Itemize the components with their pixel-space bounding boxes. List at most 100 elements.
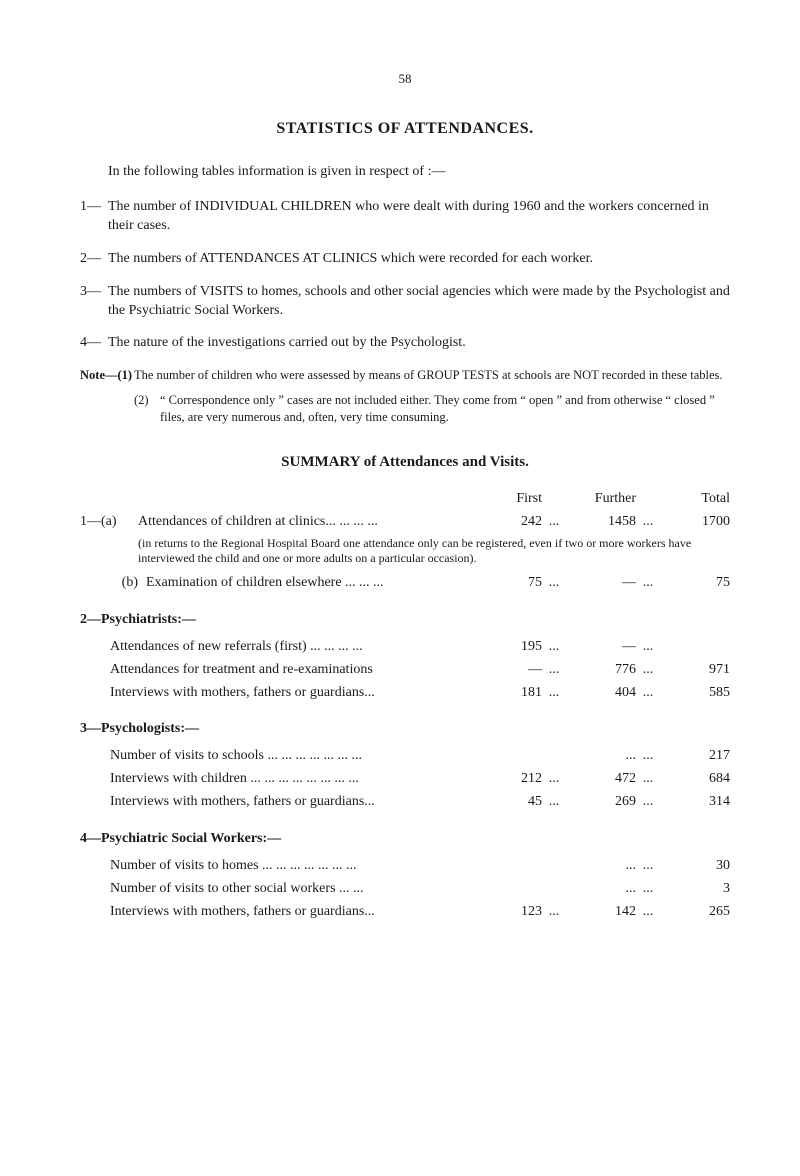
dots: ...: [542, 574, 566, 593]
table-row: Attendances of new referrals (first) ...…: [80, 638, 730, 657]
item-number: 4—: [80, 334, 108, 353]
intro-text: In the following tables information is g…: [108, 163, 730, 182]
item-3: 3— The numbers of VISITS to homes, schoo…: [80, 283, 730, 321]
section-2-heading: 2—Psychiatrists:—: [80, 611, 730, 630]
dots: ...: [542, 903, 566, 922]
col-further: Further: [566, 490, 636, 509]
row-prefix: 1—(a): [80, 513, 138, 532]
val-first: —: [472, 661, 542, 680]
val-further: 142: [566, 903, 636, 922]
section-3-rows: Number of visits to schools ... ... ... …: [80, 747, 730, 812]
table-row: Interviews with mothers, fathers or guar…: [80, 903, 730, 922]
section-2-rows: Attendances of new referrals (first) ...…: [80, 638, 730, 703]
val-first: 75: [472, 574, 542, 593]
val-total: 585: [660, 684, 730, 703]
row-label: Number of visits to homes ... ... ... ..…: [80, 857, 472, 876]
val-further: ...: [566, 880, 636, 899]
item-number: 3—: [80, 283, 108, 321]
note-sub-number: (2): [134, 392, 160, 426]
row-label: (b)Examination of children elsewhere ...…: [80, 574, 472, 593]
val-first: 181: [472, 684, 542, 703]
row-1a: 1—(a)Attendances of children at clinics.…: [80, 513, 730, 532]
row-label: Number of visits to schools ... ... ... …: [80, 747, 472, 766]
val-first: 212: [472, 770, 542, 789]
summary-title: SUMMARY of Attendances and Visits.: [80, 452, 730, 472]
note-1: Note—(1) The number of children who were…: [80, 367, 730, 384]
row-1a-note: (in returns to the Regional Hospital Boa…: [138, 536, 730, 566]
table-row: Interviews with children ... ... ... ...…: [80, 770, 730, 789]
page: 58 STATISTICS OF ATTENDANCES. In the fol…: [0, 0, 800, 966]
dots: ...: [542, 638, 566, 657]
dots: ...: [542, 684, 566, 703]
val-further: 1458: [566, 513, 636, 532]
col-first: First: [472, 490, 542, 509]
val-total: 971: [660, 661, 730, 680]
dots: ...: [636, 793, 660, 812]
table-row: Number of visits to homes ... ... ... ..…: [80, 857, 730, 876]
section-4-rows: Number of visits to homes ... ... ... ..…: [80, 857, 730, 922]
val-further: ...: [566, 747, 636, 766]
item-text: The number of INDIVIDUAL CHILDREN who we…: [108, 198, 730, 236]
val-further: 404: [566, 684, 636, 703]
dots: ...: [542, 793, 566, 812]
dots: ...: [636, 684, 660, 703]
item-number: 1—: [80, 198, 108, 236]
item-text: The nature of the investigations carried…: [108, 334, 730, 353]
dots: ...: [636, 661, 660, 680]
table-row: Attendances for treatment and re-examina…: [80, 661, 730, 680]
val-total: 3: [660, 880, 730, 899]
note-label: Note—(1): [80, 367, 134, 384]
val-first: 45: [472, 793, 542, 812]
dots: ...: [636, 880, 660, 899]
dots: ...: [542, 770, 566, 789]
table-row: Number of visits to schools ... ... ... …: [80, 747, 730, 766]
row-label: Interviews with children ... ... ... ...…: [80, 770, 472, 789]
dots: ...: [636, 747, 660, 766]
note-2: (2) “ Correspondence only ” cases are no…: [80, 392, 730, 426]
dots: ...: [636, 857, 660, 876]
row-label: Interviews with mothers, fathers or guar…: [80, 903, 472, 922]
dots: ...: [542, 661, 566, 680]
val-further: —: [566, 638, 636, 657]
val-further: 776: [566, 661, 636, 680]
row-1b: (b)Examination of children elsewhere ...…: [80, 574, 730, 593]
dots: ...: [542, 513, 566, 532]
item-4: 4— The nature of the investigations carr…: [80, 334, 730, 353]
val-total: 1700: [660, 513, 730, 532]
page-number: 58: [80, 70, 730, 88]
val-total: 217: [660, 747, 730, 766]
val-total: 265: [660, 903, 730, 922]
col-total: Total: [660, 490, 730, 509]
row-label: Attendances of new referrals (first) ...…: [80, 638, 472, 657]
val-further: 472: [566, 770, 636, 789]
section-4-heading: 4—Psychiatric Social Workers:—: [80, 830, 730, 849]
note-body: The number of children who were assessed…: [134, 367, 730, 384]
section-3-heading: 3—Psychologists:—: [80, 720, 730, 739]
val-first: 195: [472, 638, 542, 657]
table-row: Number of visits to other social workers…: [80, 880, 730, 899]
dots: ...: [636, 574, 660, 593]
val-total: 30: [660, 857, 730, 876]
row-text: Attendances of children at clinics... ..…: [138, 514, 378, 529]
row-label: Interviews with mothers, fathers or guar…: [80, 793, 472, 812]
header-spacer: [80, 490, 472, 509]
dots: ...: [636, 770, 660, 789]
main-title: STATISTICS OF ATTENDANCES.: [80, 118, 730, 140]
row-label: 1—(a)Attendances of children at clinics.…: [80, 513, 472, 532]
item-1: 1— The number of INDIVIDUAL CHILDREN who…: [80, 198, 730, 236]
val-first: 242: [472, 513, 542, 532]
dots: ...: [636, 638, 660, 657]
row-text: Examination of children elsewhere ... ..…: [146, 575, 384, 590]
val-further: 269: [566, 793, 636, 812]
row-prefix: (b): [80, 574, 146, 593]
note-sub-text: “ Correspondence only ” cases are not in…: [160, 392, 730, 426]
table-row: Interviews with mothers, fathers or guar…: [80, 684, 730, 703]
row-label: Attendances for treatment and re-examina…: [80, 661, 472, 680]
val-total: 314: [660, 793, 730, 812]
dots: ...: [636, 903, 660, 922]
row-label: Number of visits to other social workers…: [80, 880, 472, 899]
val-first: 123: [472, 903, 542, 922]
val-further: —: [566, 574, 636, 593]
column-headers: First Further Total: [80, 490, 730, 509]
table-row: Interviews with mothers, fathers or guar…: [80, 793, 730, 812]
